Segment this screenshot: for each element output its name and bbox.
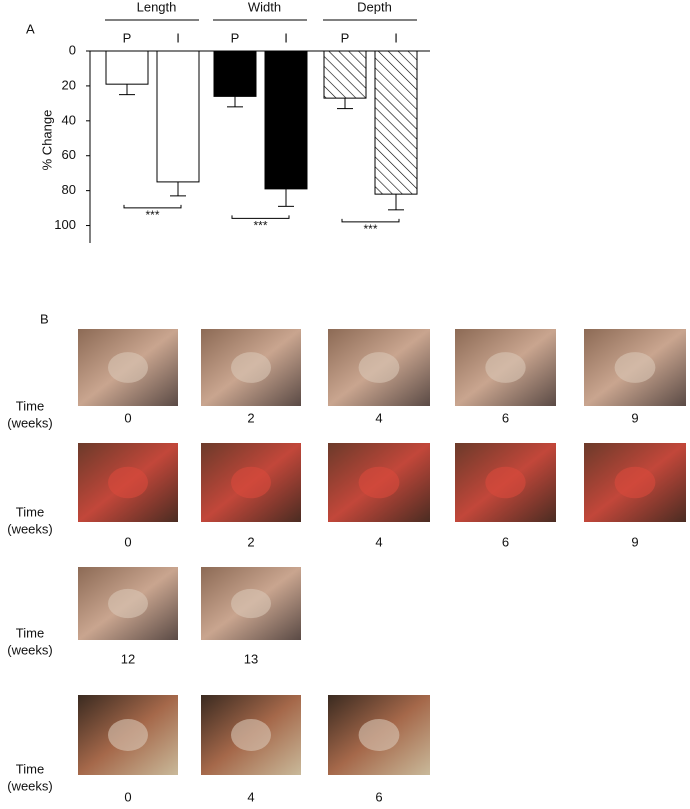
significance-label: *** — [253, 219, 267, 233]
week-label: 2 — [247, 410, 254, 425]
panel-label: B — [40, 311, 49, 326]
time-label: (weeks) — [7, 521, 53, 536]
significance-bracket — [231, 215, 290, 219]
week-label: 4 — [375, 410, 382, 425]
group-label: Depth — [357, 0, 392, 14]
time-label: Time — [16, 761, 44, 776]
photo-detail — [358, 466, 400, 499]
photo-detail — [231, 719, 271, 751]
photo-detail — [485, 352, 526, 383]
week-label: 9 — [631, 410, 638, 425]
x-tick-label: I — [284, 30, 288, 45]
week-label: 9 — [631, 534, 638, 549]
photo-detail — [358, 719, 400, 751]
week-label: 2 — [247, 534, 254, 549]
x-tick-label: P — [231, 30, 240, 45]
photo-detail — [108, 719, 148, 751]
bar — [105, 50, 149, 85]
week-label: 6 — [502, 534, 509, 549]
bar — [264, 50, 308, 190]
photo-detail — [485, 466, 526, 499]
significance-bracket — [123, 204, 182, 209]
panel-label: A — [26, 21, 35, 36]
week-label: 0 — [124, 410, 131, 425]
x-tick-label: I — [176, 30, 180, 45]
photo-detail — [108, 588, 148, 619]
photo-detail — [108, 466, 148, 499]
photo-detail — [231, 588, 271, 619]
week-label: 6 — [375, 789, 382, 804]
week-label: 12 — [121, 651, 135, 666]
group-label: Width — [248, 0, 281, 14]
y-tick-label: 100 — [54, 217, 76, 232]
week-label: 13 — [244, 651, 258, 666]
significance-label: *** — [363, 222, 377, 236]
y-tick-label: 20 — [62, 77, 76, 92]
x-tick-label: P — [341, 30, 350, 45]
time-label: Time — [16, 504, 44, 519]
photo-detail — [108, 352, 148, 383]
time-label: (weeks) — [7, 642, 53, 657]
time-label: Time — [16, 625, 44, 640]
time-label: (weeks) — [7, 778, 53, 793]
week-label: 4 — [375, 534, 382, 549]
bar — [213, 50, 257, 97]
time-label: (weeks) — [7, 415, 53, 430]
week-label: 0 — [124, 534, 131, 549]
photo-detail — [358, 352, 400, 383]
significance-label: *** — [145, 208, 159, 222]
significance-bracket — [341, 218, 400, 223]
time-label: Time — [16, 398, 44, 413]
week-label: 4 — [247, 789, 254, 804]
y-tick-label: 60 — [62, 147, 76, 162]
y-axis-label: % Change — [39, 110, 54, 171]
week-label: 6 — [502, 410, 509, 425]
bar — [374, 50, 418, 195]
photo-detail — [231, 466, 271, 499]
x-tick-label: P — [123, 30, 132, 45]
week-label: 0 — [124, 789, 131, 804]
photo-detail — [614, 352, 656, 383]
photo-detail — [614, 466, 656, 499]
x-tick-label: I — [394, 30, 398, 45]
bar — [156, 50, 200, 183]
y-tick-label: 40 — [62, 112, 76, 127]
y-tick-label: 0 — [69, 42, 76, 57]
y-tick-label: 80 — [62, 182, 76, 197]
photo-detail — [231, 352, 271, 383]
group-label: Length — [137, 0, 177, 14]
bar — [323, 50, 367, 99]
